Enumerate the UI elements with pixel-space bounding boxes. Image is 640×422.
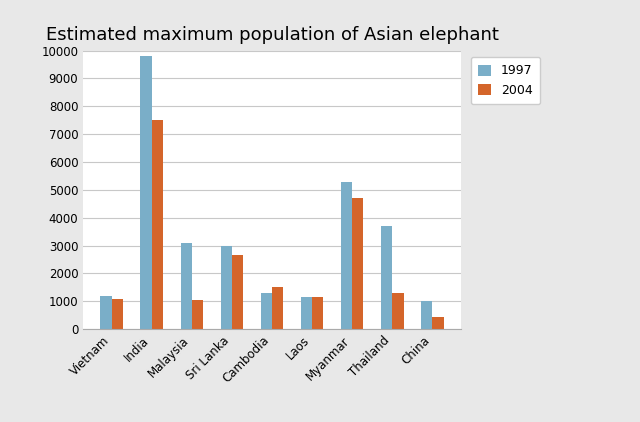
Bar bbox=[352, 198, 364, 329]
Bar bbox=[221, 246, 232, 329]
Bar bbox=[421, 301, 433, 329]
Bar bbox=[100, 296, 111, 329]
Bar bbox=[111, 298, 123, 329]
Bar bbox=[301, 297, 312, 329]
Legend: 1997, 2004: 1997, 2004 bbox=[471, 57, 540, 104]
Bar bbox=[272, 287, 284, 329]
Bar bbox=[152, 120, 163, 329]
Bar bbox=[232, 255, 243, 329]
Bar bbox=[433, 316, 444, 329]
Bar bbox=[140, 56, 152, 329]
Bar bbox=[180, 243, 192, 329]
Bar bbox=[312, 297, 323, 329]
Bar bbox=[392, 293, 404, 329]
Title: Estimated maximum population of Asian elephant: Estimated maximum population of Asian el… bbox=[45, 25, 499, 43]
Bar bbox=[341, 181, 352, 329]
Bar bbox=[381, 226, 392, 329]
Bar bbox=[192, 300, 203, 329]
Bar bbox=[260, 293, 272, 329]
